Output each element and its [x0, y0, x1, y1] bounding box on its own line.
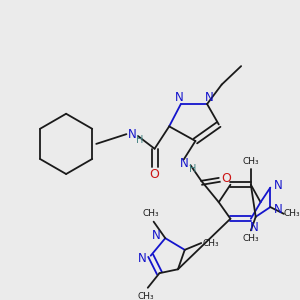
Text: N: N [138, 252, 146, 265]
Text: CH₃: CH₃ [203, 238, 219, 247]
Text: N: N [128, 128, 136, 141]
Text: N: N [179, 157, 188, 170]
Text: CH₃: CH₃ [284, 209, 300, 218]
Text: N: N [152, 229, 161, 242]
Text: CH₃: CH₃ [242, 234, 259, 243]
Text: N: N [250, 221, 259, 234]
Text: CH₃: CH₃ [137, 292, 154, 300]
Text: N: N [205, 91, 213, 104]
Text: H: H [189, 164, 196, 174]
Text: N: N [175, 91, 183, 104]
Text: O: O [150, 169, 160, 182]
Text: O: O [222, 172, 232, 185]
Text: CH₃: CH₃ [242, 157, 259, 166]
Text: H: H [136, 135, 144, 145]
Text: N: N [274, 179, 283, 192]
Text: CH₃: CH₃ [142, 209, 159, 218]
Text: N: N [274, 202, 283, 215]
